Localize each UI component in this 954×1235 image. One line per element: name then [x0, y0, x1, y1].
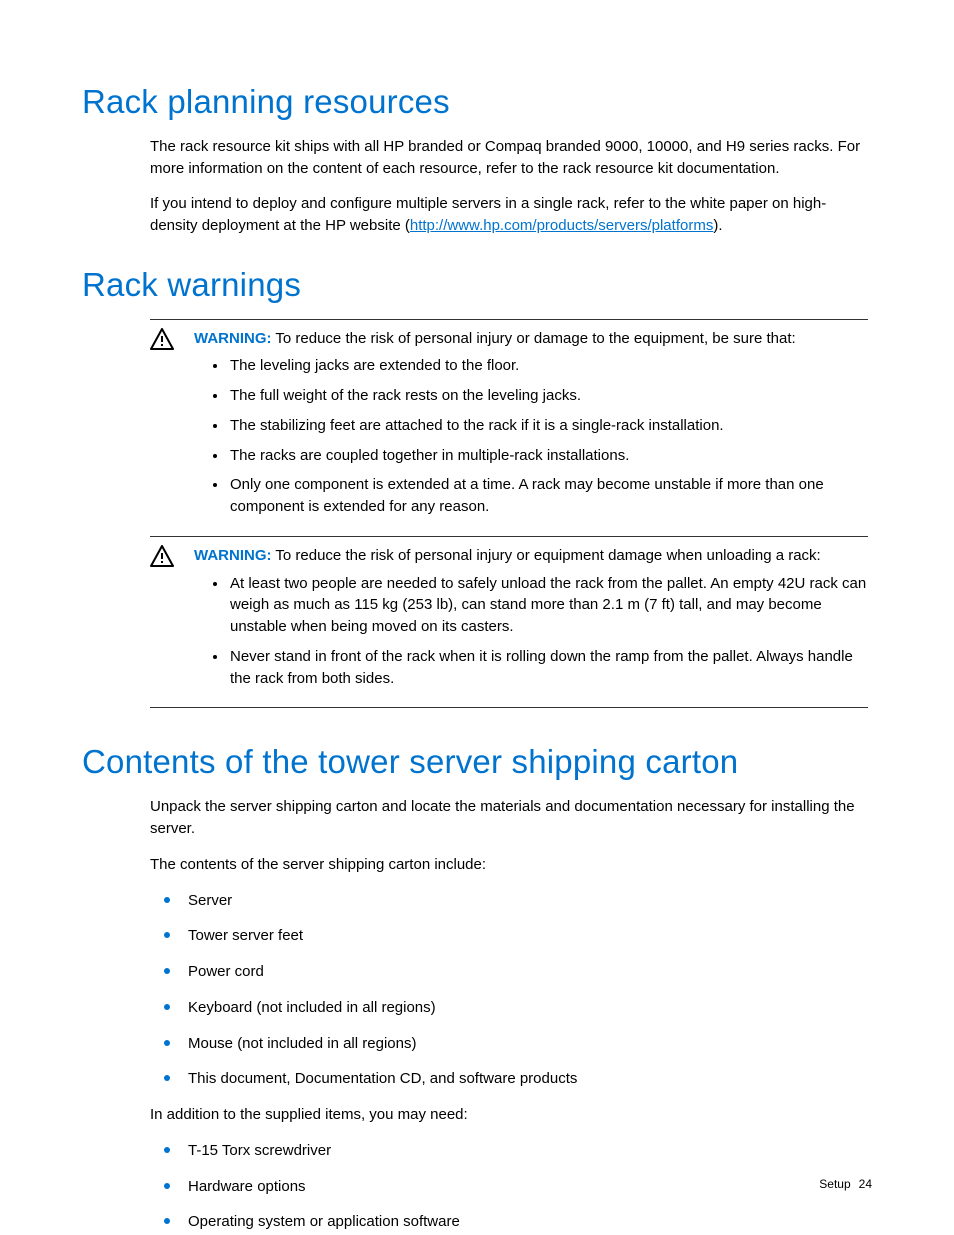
list-item: Power cord — [150, 961, 868, 983]
list-item: Keyboard (not included in all regions) — [150, 997, 868, 1019]
warning-list: At least two people are needed to safely… — [194, 573, 868, 690]
list-item: Hardware options — [150, 1176, 868, 1198]
list-item: Never stand in front of the rack when it… — [228, 646, 868, 690]
text: ). — [713, 217, 722, 234]
warning-list: The leveling jacks are extended to the f… — [194, 355, 868, 518]
list-item: Operating system or application software — [150, 1211, 868, 1233]
contents-list: Server Tower server feet Power cord Keyb… — [150, 890, 868, 1091]
warning-label: WARNING: — [194, 547, 272, 564]
page-footer: Setup 24 — [819, 1176, 872, 1193]
warning-lead: To reduce the risk of personal injury or… — [272, 330, 796, 347]
footer-page: 24 — [859, 1177, 872, 1191]
para: The contents of the server shipping cart… — [150, 854, 868, 876]
list-item: Mouse (not included in all regions) — [150, 1033, 868, 1055]
list-item: At least two people are needed to safely… — [228, 573, 868, 638]
para: The rack resource kit ships with all HP … — [150, 136, 868, 180]
warning-icon — [150, 320, 194, 357]
list-item: T-15 Torx screwdriver — [150, 1140, 868, 1162]
list-item: The stabilizing feet are attached to the… — [228, 415, 868, 437]
warning-icon — [150, 537, 194, 574]
heading-carton-contents: Contents of the tower server shipping ca… — [82, 738, 872, 786]
para: Unpack the server shipping carton and lo… — [150, 796, 868, 840]
hp-platforms-link[interactable]: http://www.hp.com/products/servers/platf… — [410, 217, 713, 234]
para: In addition to the supplied items, you m… — [150, 1104, 868, 1126]
list-item: Tower server feet — [150, 925, 868, 947]
list-item: This document, Documentation CD, and sof… — [150, 1068, 868, 1090]
list-item: The leveling jacks are extended to the f… — [228, 355, 868, 377]
list-item: Server — [150, 890, 868, 912]
warning-block: WARNING: To reduce the risk of personal … — [150, 536, 868, 708]
list-item: Only one component is extended at a time… — [228, 474, 868, 518]
heading-rack-warnings: Rack warnings — [82, 261, 872, 309]
footer-section: Setup — [819, 1177, 850, 1191]
warning-label: WARNING: — [194, 330, 272, 347]
list-item: The racks are coupled together in multip… — [228, 445, 868, 467]
warning-block: WARNING: To reduce the risk of personal … — [150, 319, 868, 536]
additional-list: T-15 Torx screwdriver Hardware options O… — [150, 1140, 868, 1233]
list-item: The full weight of the rack rests on the… — [228, 385, 868, 407]
warning-lead: To reduce the risk of personal injury or… — [272, 547, 821, 564]
heading-rack-planning: Rack planning resources — [82, 78, 872, 126]
para: If you intend to deploy and configure mu… — [150, 193, 868, 237]
